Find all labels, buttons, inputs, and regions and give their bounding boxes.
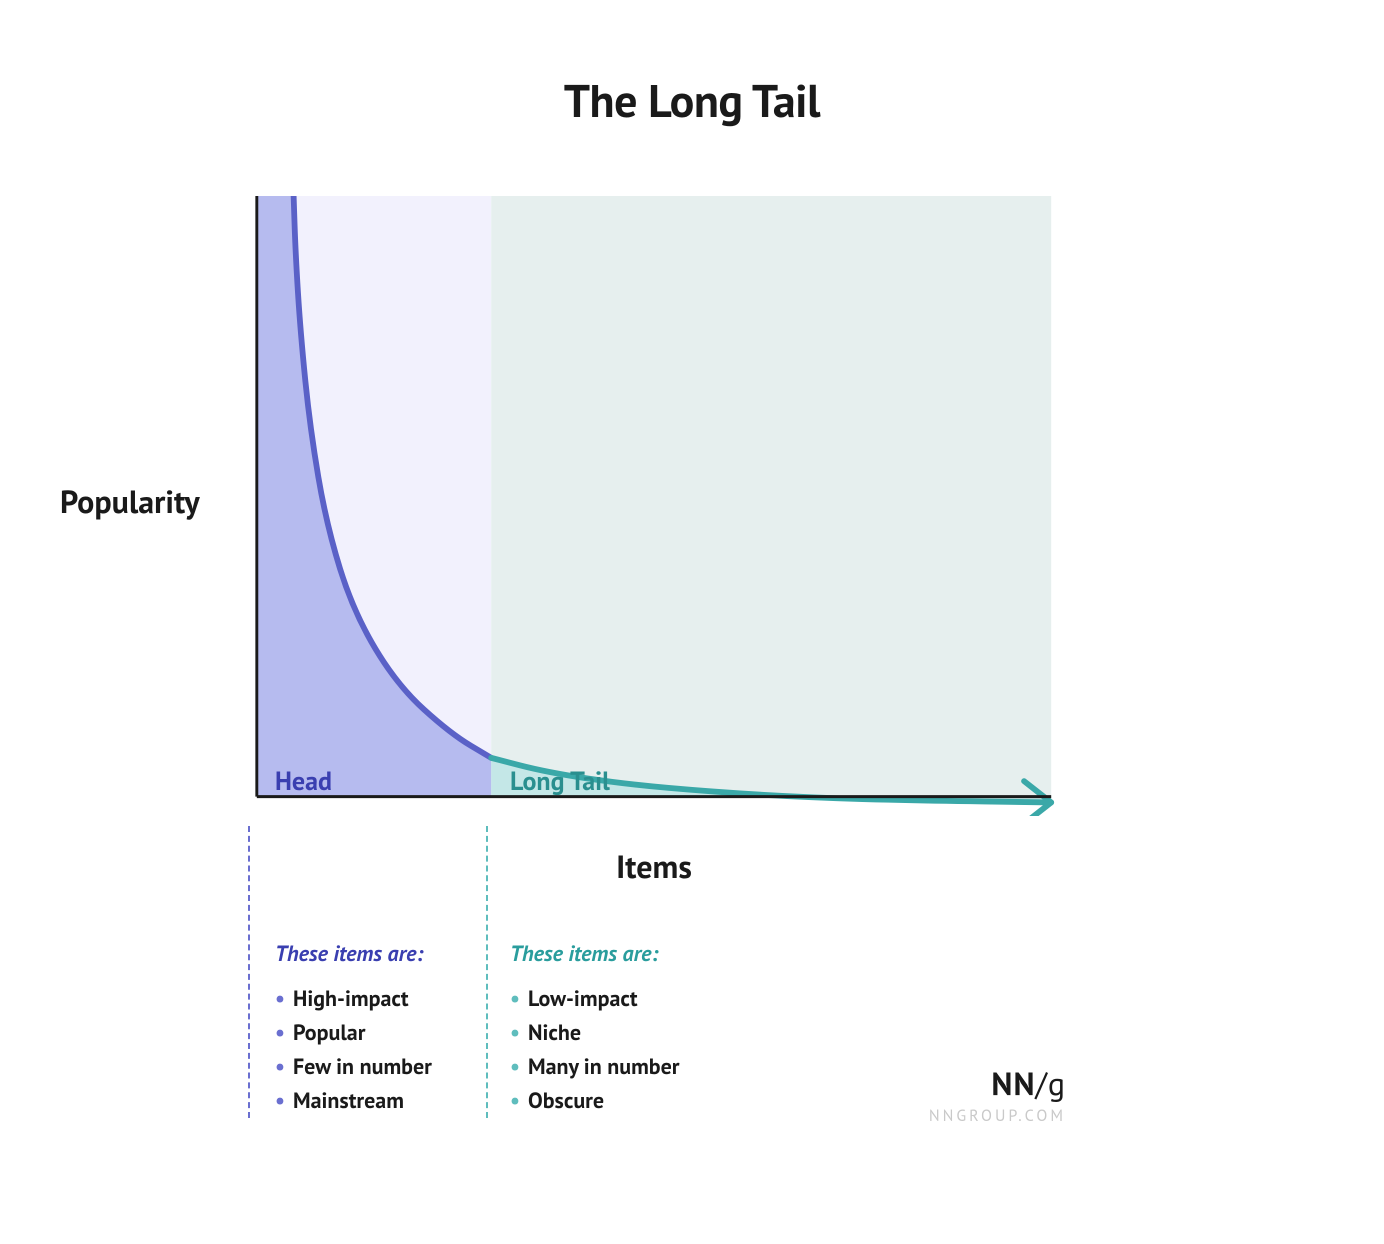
head-desc-item: Few in number (275, 1050, 505, 1084)
x-axis-label: Items (244, 845, 1064, 887)
head-desc-list: High-impactPopularFew in numberMainstrea… (275, 982, 505, 1118)
brand-logo-slash: / (1035, 1062, 1047, 1104)
head-description: These items are: High-impactPopularFew i… (275, 940, 505, 1118)
long-tail-chart (244, 196, 1064, 816)
brand-logo: NN/g (929, 1062, 1066, 1104)
branding: NN/g NNGROUP.COM (929, 1062, 1066, 1126)
brand-url: NNGROUP.COM (929, 1106, 1066, 1126)
head-desc-item: High-impact (275, 982, 505, 1016)
tail-desc-item: Many in number (510, 1050, 740, 1084)
tail-desc-item: Obscure (510, 1084, 740, 1118)
head-desc-item: Mainstream (275, 1084, 505, 1118)
y-axis-label: Popularity (60, 480, 200, 522)
brand-logo-prefix: NN (991, 1062, 1035, 1104)
tail-description: These items are: Low-impactNicheMany in … (510, 940, 740, 1118)
head-desc-heading: These items are: (275, 940, 505, 968)
head-region-label: Head (275, 765, 332, 798)
tail-region-label: Long Tail (510, 765, 610, 798)
tail-desc-heading: These items are: (510, 940, 740, 968)
long-tail-infographic: The Long Tail Popularity Head Long Tail … (0, 0, 1384, 1244)
head-divider-dash (248, 826, 250, 1118)
chart-title: The Long Tail (0, 70, 1384, 130)
brand-logo-suffix: g (1048, 1062, 1066, 1104)
tail-desc-item: Low-impact (510, 982, 740, 1016)
head-desc-item: Popular (275, 1016, 505, 1050)
tail-desc-item: Niche (510, 1016, 740, 1050)
tail-desc-list: Low-impactNicheMany in numberObscure (510, 982, 740, 1118)
